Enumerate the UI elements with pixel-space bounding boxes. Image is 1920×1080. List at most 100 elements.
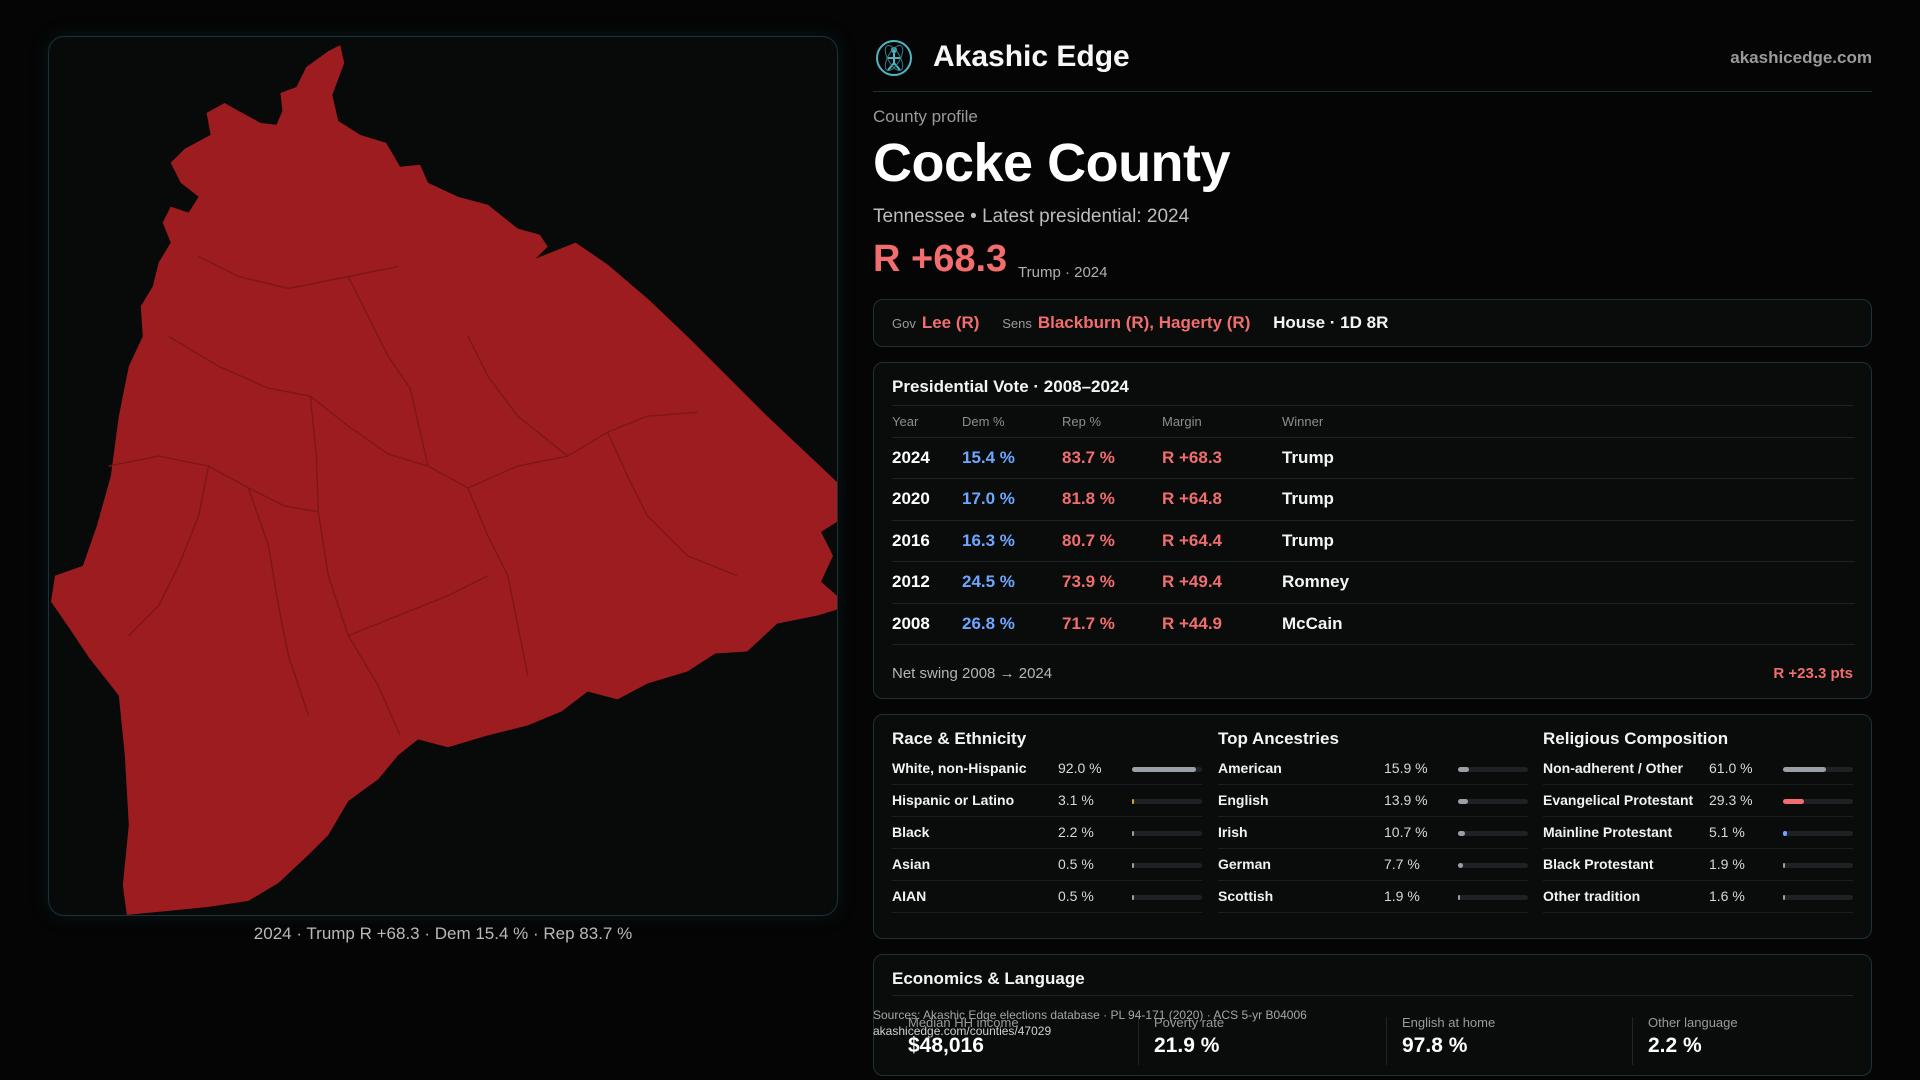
share-bar: [1458, 895, 1528, 900]
item-label: White, non-Hispanic: [892, 760, 1027, 776]
share-bar: [1458, 831, 1528, 836]
share-bar-fill: [1132, 895, 1134, 900]
net-swing-value: R +23.3 pts: [1773, 665, 1853, 682]
cell-year: 2020: [892, 478, 962, 521]
economics-card: Economics & Language Median HH income $4…: [873, 954, 1872, 1076]
sens-value: Blackburn (R), Hagerty (R): [1037, 313, 1251, 332]
header-winner: Winner: [1282, 407, 1855, 438]
list-item: Asian 0.5 %: [892, 849, 1202, 881]
gov-label: Gov: [892, 316, 916, 331]
cell-margin: R +44.9: [1162, 603, 1282, 645]
ancestries-section: Top Ancestries American 15.9 % English 13.9…: [1218, 715, 1528, 940]
race-title: Race & Ethnicity: [892, 729, 1027, 748]
item-label: American: [1218, 760, 1282, 776]
cell-rep: 71.7 %: [1062, 603, 1162, 645]
share-bar-fill: [1132, 799, 1135, 804]
item-value: 92.0 %: [1058, 760, 1102, 776]
share-bar-fill: [1458, 799, 1468, 804]
header-year: Year: [892, 407, 962, 438]
table-row: 2012 24.5 % 73.9 % R +49.4 Romney: [892, 561, 1855, 604]
item-label: Asian: [892, 856, 931, 872]
item-label: Black: [892, 824, 930, 840]
cell-dem: 15.4 %: [962, 437, 1062, 479]
sens-label: Sens: [1002, 316, 1032, 331]
district-boundaries: [108, 255, 738, 736]
list-item: Evangelical Protestant 29.3 %: [1543, 785, 1853, 817]
cell-winner: McCain: [1282, 603, 1855, 645]
cell-dem: 16.3 %: [962, 520, 1062, 562]
cell-rep: 80.7 %: [1062, 520, 1162, 562]
share-bar: [1132, 767, 1202, 772]
cell-year: 2024: [892, 437, 962, 479]
economics-title: Economics & Language: [892, 969, 1085, 988]
item-value: 0.5 %: [1058, 856, 1094, 872]
cell-dem: 17.0 %: [962, 478, 1062, 521]
latest-margin: R +68.3: [873, 238, 1008, 280]
table-row: 2016 16.3 % 80.7 % R +64.4 Trump: [892, 520, 1855, 562]
cell-year: 2008: [892, 603, 962, 645]
cell-year: 2012: [892, 561, 962, 604]
share-bar: [1458, 799, 1528, 804]
presidential-title: Presidential Vote · 2008–2024: [892, 377, 1129, 396]
share-bar-fill: [1783, 799, 1804, 804]
site-url-link[interactable]: akashicedge.com: [1730, 48, 1872, 67]
cell-winner: Trump: [1282, 437, 1855, 479]
item-value: 0.5 %: [1058, 888, 1094, 904]
sources-url-link[interactable]: akashicedge.com/counties/47029: [873, 1024, 1052, 1038]
header-rep: Rep %: [1062, 407, 1162, 438]
stat-label: English at home: [1402, 1015, 1496, 1030]
divider: [1386, 1017, 1387, 1065]
list-item: English 13.9 %: [1218, 785, 1528, 817]
share-bar: [1783, 895, 1853, 900]
item-label: Black Protestant: [1543, 856, 1654, 872]
county-map-panel[interactable]: [48, 36, 838, 916]
item-value: 13.9 %: [1384, 792, 1428, 808]
list-item: Black Protestant 1.9 %: [1543, 849, 1853, 881]
divider: [892, 995, 1853, 996]
county-map[interactable]: [49, 37, 837, 915]
list-item: Black 2.2 %: [892, 817, 1202, 849]
share-bar-fill: [1458, 895, 1460, 900]
table-row: 2008 26.8 % 71.7 % R +44.9 McCain: [892, 603, 1855, 645]
list-item: Mainline Protestant 5.1 %: [1543, 817, 1853, 849]
stat-value: 21.9 %: [1154, 1034, 1220, 1057]
cell-rep: 73.9 %: [1062, 561, 1162, 604]
share-bar: [1132, 895, 1202, 900]
item-value: 2.2 %: [1058, 824, 1094, 840]
county-shape[interactable]: [50, 45, 837, 915]
share-bar-fill: [1132, 767, 1197, 772]
gov-value: Lee (R): [921, 313, 980, 332]
county-subtitle: Tennessee • Latest presidential: 2024: [873, 206, 1190, 227]
share-bar: [1458, 767, 1528, 772]
officials-bar: Gov Lee (R) Sens Blackburn (R), Hagerty (R…: [873, 299, 1872, 347]
cell-dem: 26.8 %: [962, 603, 1062, 645]
share-bar-fill: [1783, 831, 1787, 836]
cell-margin: R +64.4: [1162, 520, 1282, 562]
ancestry-title: Top Ancestries: [1218, 729, 1339, 748]
religion-section: Religious Composition Non-adherent / Oth…: [1543, 715, 1853, 940]
county-title: Cocke County: [873, 133, 1231, 193]
divider: [1138, 1017, 1139, 1065]
religion-title: Religious Composition: [1543, 729, 1729, 748]
share-bar: [1783, 831, 1853, 836]
stat-label: Median HH income: [908, 1015, 1019, 1030]
profile-kicker: County profile: [873, 107, 978, 126]
share-bar: [1132, 831, 1202, 836]
divider: [892, 405, 1853, 406]
item-value: 5.1 %: [1709, 824, 1745, 840]
table-row: 2024 15.4 % 83.7 % R +68.3 Trump: [892, 437, 1855, 479]
share-bar-fill: [1783, 863, 1785, 868]
item-label: Hispanic or Latino: [892, 792, 1015, 808]
atom-figure-icon: [876, 40, 912, 76]
share-bar-fill: [1458, 767, 1470, 772]
map-caption: 2024 · Trump R +68.3 · Dem 15.4 % · Rep …: [253, 924, 633, 943]
presidential-table: Year Dem % Rep % Margin Winner 2024 15.4…: [892, 407, 1855, 645]
presidential-vote-card: Presidential Vote · 2008–2024 Year Dem %…: [873, 362, 1872, 699]
item-value: 3.1 %: [1058, 792, 1094, 808]
item-value: 15.9 %: [1384, 760, 1428, 776]
list-item: Scottish 1.9 %: [1218, 881, 1528, 913]
cell-margin: R +49.4: [1162, 561, 1282, 604]
cell-winner: Romney: [1282, 561, 1855, 604]
header-dem: Dem %: [962, 407, 1062, 438]
sources-note: Sources: Akashic Edge elections database…: [873, 1007, 1307, 1039]
